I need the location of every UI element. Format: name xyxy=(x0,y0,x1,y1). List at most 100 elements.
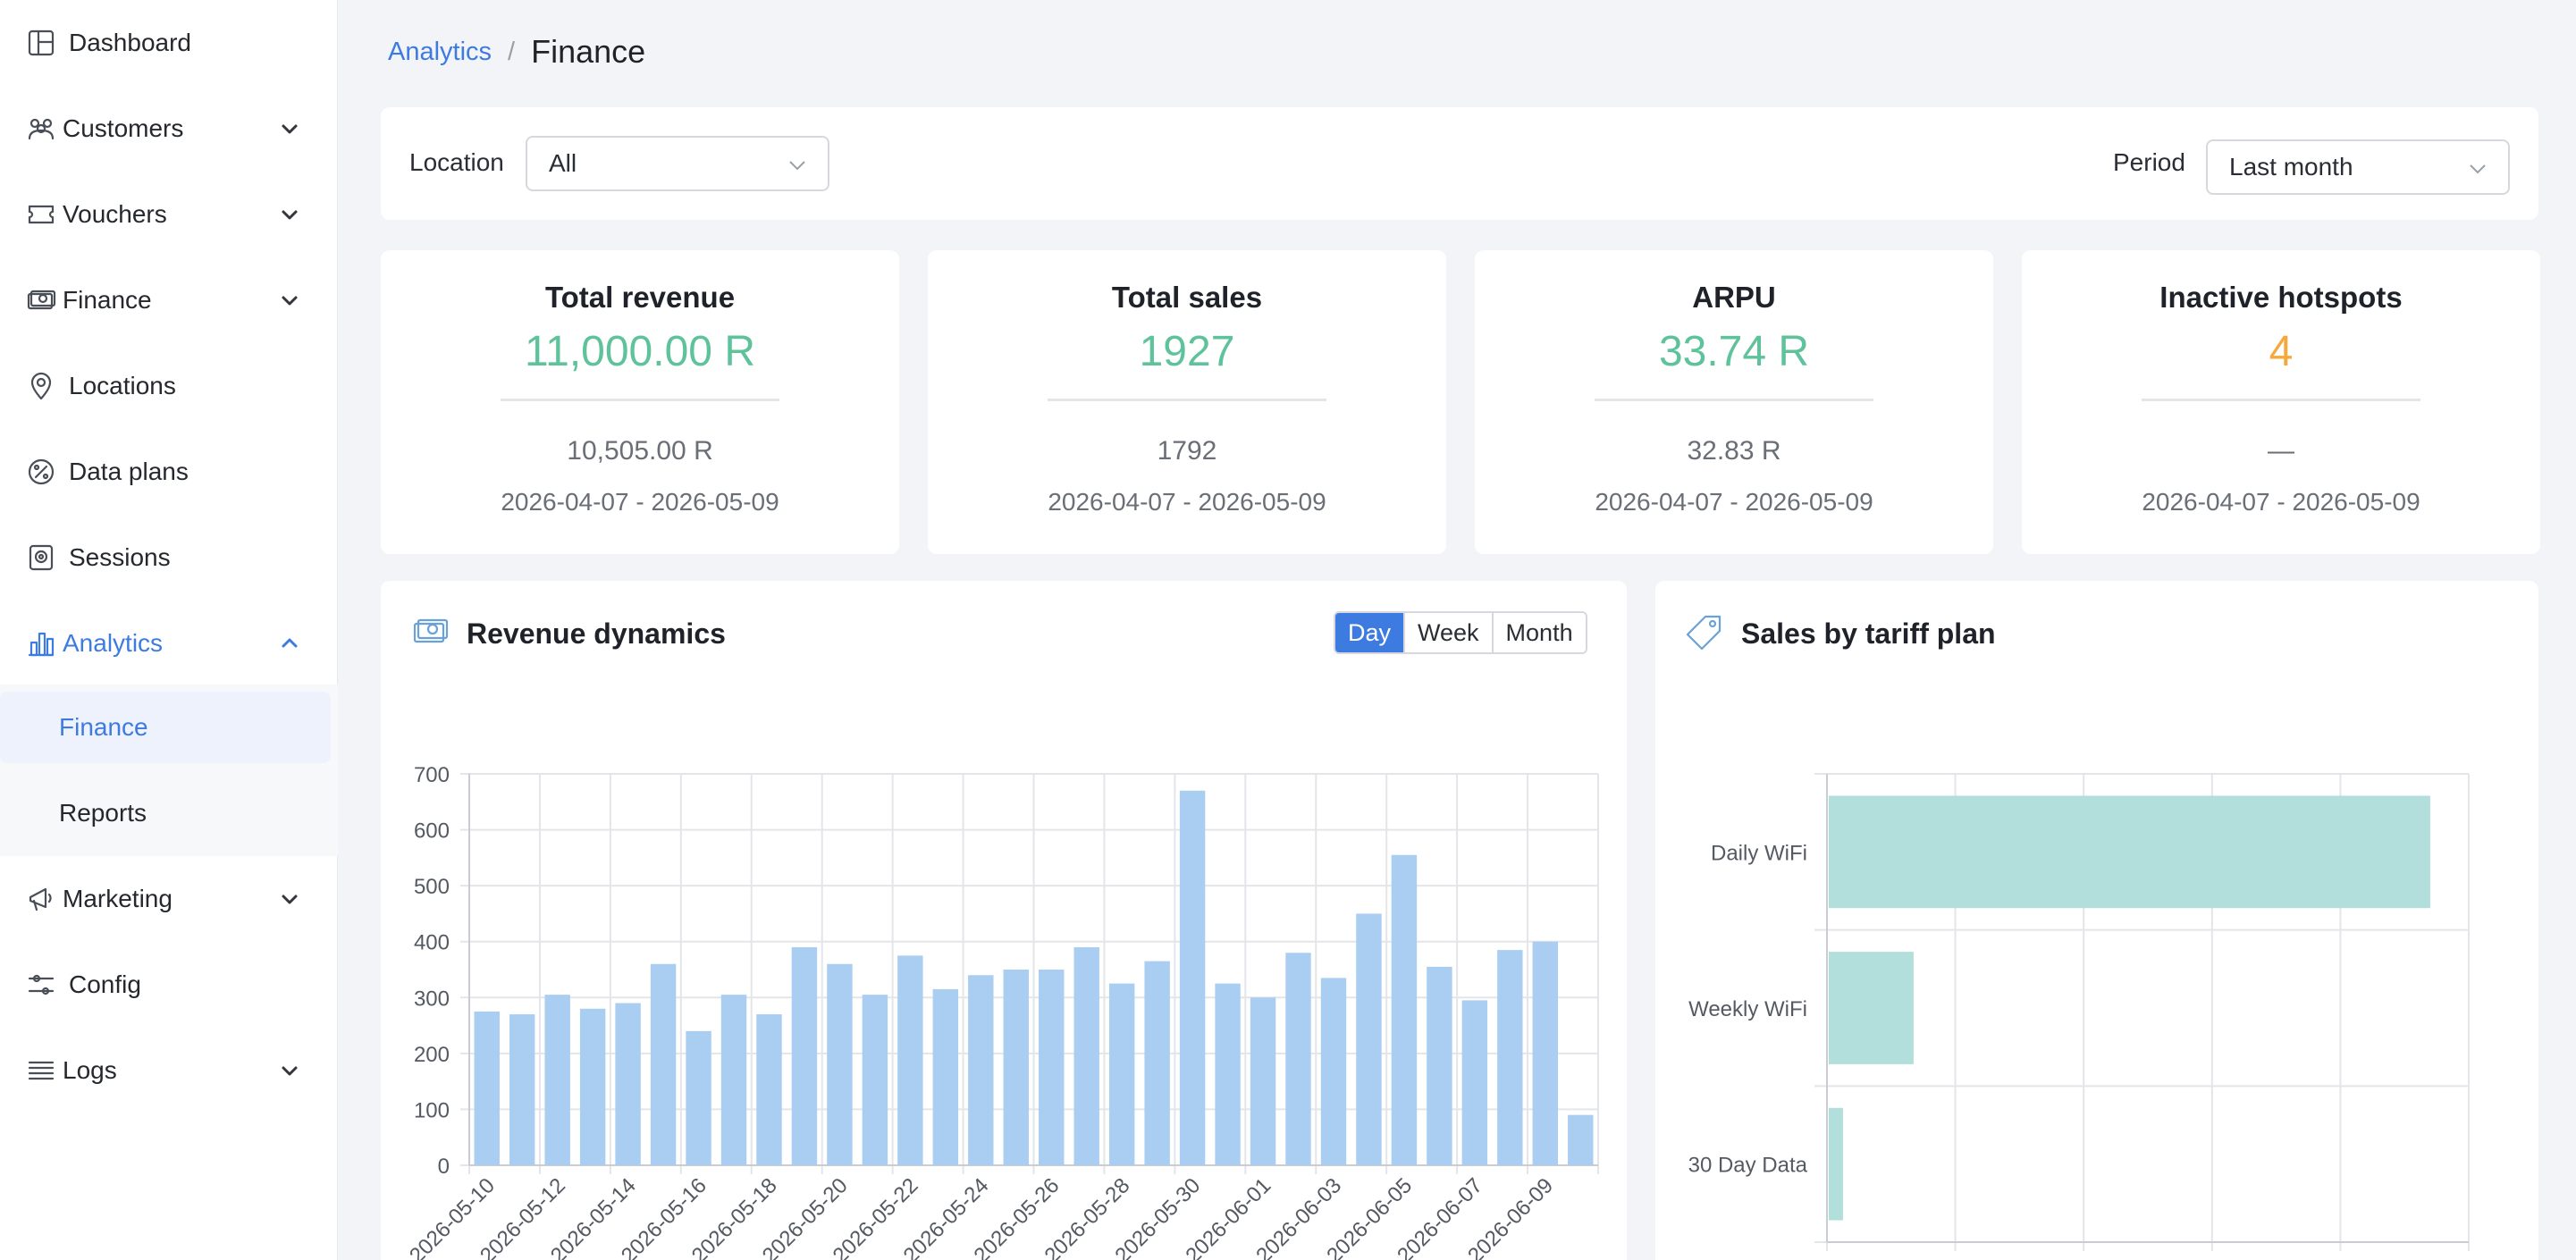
sidebar-item-customers[interactable]: Customers xyxy=(0,86,338,172)
stat-divider xyxy=(1048,399,1326,401)
y-tick-label: 400 xyxy=(414,931,450,955)
breadcrumb-separator: / xyxy=(508,37,516,66)
location-select[interactable]: All xyxy=(526,136,829,191)
page-title: Finance xyxy=(531,33,646,70)
chevron-down-icon xyxy=(787,154,808,175)
sidebar-item-config[interactable]: Config xyxy=(0,942,338,1028)
stat-divider xyxy=(501,399,779,401)
revenue-bar xyxy=(474,1011,500,1165)
revenue-card-title: Revenue dynamics xyxy=(467,617,726,650)
breadcrumb: Analytics / Finance xyxy=(388,32,645,71)
stat-value: 4 xyxy=(2269,328,2294,375)
revenue-bar xyxy=(1179,790,1206,1165)
sidebar-item-label: Customers xyxy=(63,114,184,142)
stat-value: 33.74 R xyxy=(1658,328,1810,375)
y-category-label: Weekly WiFi xyxy=(1688,997,1807,1021)
sidebar-item-label: Logs xyxy=(63,1056,117,1084)
revenue-bar xyxy=(932,988,959,1165)
sidebar-item-label: Marketing xyxy=(63,885,173,912)
toggle-week[interactable]: Week xyxy=(1403,613,1492,652)
stat-divider xyxy=(2142,399,2420,401)
percent-badge-icon xyxy=(23,454,59,490)
stat-previous: — xyxy=(2268,436,2294,466)
revenue-bar xyxy=(791,946,818,1165)
revenue-bar xyxy=(686,1030,711,1165)
stat-divider xyxy=(1595,399,1873,401)
money-icon xyxy=(411,613,449,655)
sidebar-item-label: Vouchers xyxy=(63,200,167,228)
sidebar-subitem-finance[interactable]: Finance xyxy=(0,692,331,763)
revenue-bar xyxy=(1039,970,1065,1165)
tariff-bar xyxy=(1829,795,2430,909)
y-tick-label: 100 xyxy=(414,1098,450,1122)
y-tick-label: 600 xyxy=(414,819,450,844)
stat-card-arpu: ARPU 33.74 R 32.83 R 2026-04-07 - 2026-0… xyxy=(1475,250,1993,554)
revenue-bar xyxy=(1250,997,1276,1165)
sidebar-subitem-reports[interactable]: Reports xyxy=(0,777,331,849)
revenue-bar xyxy=(827,963,853,1165)
stat-value: 1927 xyxy=(1139,328,1235,375)
sidebar-item-logs[interactable]: Logs xyxy=(0,1028,338,1113)
revenue-bar-chart: 01002003004005006007002026-05-102026-05-… xyxy=(405,763,1599,1260)
revenue-bar xyxy=(509,1014,535,1165)
tag-icon xyxy=(1686,613,1723,655)
revenue-bar xyxy=(1532,941,1559,1165)
stat-range: 2026-04-07 - 2026-05-09 xyxy=(501,488,779,516)
chevron-down-icon xyxy=(277,116,302,141)
sidebar-item-marketing[interactable]: Marketing xyxy=(0,856,338,942)
chevron-down-icon xyxy=(2467,157,2488,179)
sidebar-item-vouchers[interactable]: Vouchers xyxy=(0,172,338,257)
revenue-bar xyxy=(1073,946,1099,1165)
revenue-bar xyxy=(756,1014,782,1165)
stat-title: Total sales xyxy=(1111,281,1263,314)
revenue-bar xyxy=(544,995,570,1165)
sidebar: Dashboard Customers Vouchers Finance Locatio… xyxy=(0,0,338,1260)
stat-title: Total revenue xyxy=(544,281,736,314)
revenue-bar xyxy=(1003,970,1029,1165)
bar-chart-icon xyxy=(23,626,59,661)
sidebar-item-sessions[interactable]: Sessions xyxy=(0,515,338,601)
location-select-value: All xyxy=(549,149,577,177)
sliders-icon xyxy=(23,967,59,1003)
tariff-card-title: Sales by tariff plan xyxy=(1741,617,1996,650)
sidebar-item-locations[interactable]: Locations xyxy=(0,343,338,429)
sidebar-item-analytics[interactable]: Analytics xyxy=(0,601,338,686)
revenue-bar xyxy=(1461,1000,1488,1165)
y-category-label: 30 Day Data xyxy=(1688,1154,1808,1178)
revenue-bar xyxy=(650,963,677,1165)
y-tick-label: 500 xyxy=(414,875,450,899)
sidebar-item-label: Dashboard xyxy=(69,29,191,56)
sales-by-tariff-card: Sales by tariff plan 02,0004,0006,0008,0… xyxy=(1655,581,2538,1260)
ticket-icon xyxy=(23,197,59,232)
y-tick-label: 700 xyxy=(414,763,450,787)
revenue-bar xyxy=(615,1003,641,1165)
tariff-card-header: Sales by tariff plan xyxy=(1686,613,1996,655)
stat-card-total-revenue: Total revenue 11,000.00 R 10,505.00 R 20… xyxy=(381,250,899,554)
toggle-day[interactable]: Day xyxy=(1335,613,1404,652)
toggle-month[interactable]: Month xyxy=(1491,613,1586,652)
revenue-dynamics-card: Revenue dynamics Day Week Month 0 100 200 3… xyxy=(381,581,1627,1260)
sidebar-item-dashboard[interactable]: Dashboard xyxy=(0,0,338,86)
revenue-bar xyxy=(579,1008,606,1165)
revenue-bar xyxy=(1320,978,1347,1165)
stat-range: 2026-04-07 - 2026-05-09 xyxy=(1595,488,1873,516)
revenue-bar xyxy=(1215,983,1241,1165)
stat-title: Inactive hotspots xyxy=(2159,281,2403,314)
sidebar-item-label: Analytics xyxy=(63,629,164,657)
period-select[interactable]: Last month xyxy=(2206,139,2510,195)
sidebar-item-finance[interactable]: Finance xyxy=(0,257,338,343)
sidebar-item-data-plans[interactable]: Data plans xyxy=(0,429,338,515)
period-select-value: Last month xyxy=(2229,153,2353,181)
revenue-bar xyxy=(1391,854,1418,1165)
location-label: Location xyxy=(409,148,504,176)
stat-value: 11,000.00 R xyxy=(525,328,755,375)
revenue-bar xyxy=(1356,913,1382,1165)
revenue-bar xyxy=(720,995,747,1165)
revenue-bar xyxy=(968,975,994,1165)
cash-icon xyxy=(23,282,59,318)
sidebar-item-label: Finance xyxy=(63,286,152,314)
sidebar-subitem-label: Reports xyxy=(59,799,147,827)
revenue-bar xyxy=(897,955,923,1165)
chevron-down-icon xyxy=(277,288,302,313)
breadcrumb-analytics-link[interactable]: Analytics xyxy=(388,37,492,66)
